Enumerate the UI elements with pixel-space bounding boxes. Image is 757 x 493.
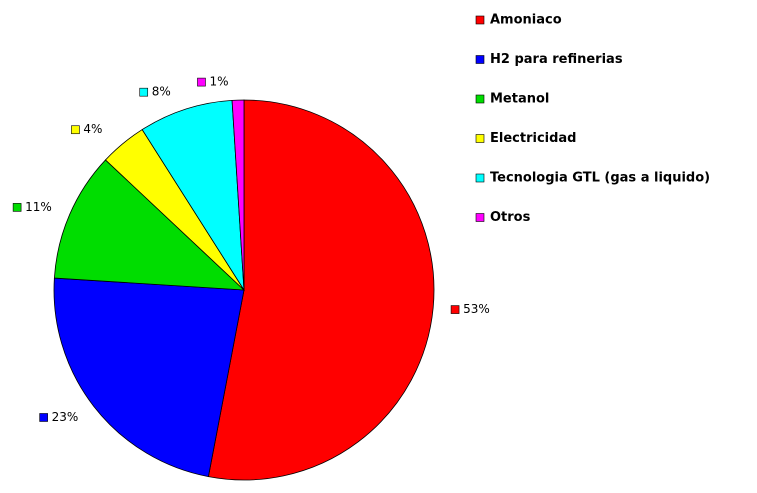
legend-label: Tecnologia GTL (gas a liquido) <box>490 171 710 186</box>
pie-slice <box>207 99 435 481</box>
label-swatch <box>39 413 48 422</box>
legend-label: H2 para refinerias <box>490 52 623 67</box>
legend-swatch <box>475 173 485 183</box>
data-label: 4% <box>83 122 102 136</box>
label-swatch <box>139 87 149 97</box>
data-label: 1% <box>209 75 228 89</box>
label-swatch <box>197 77 206 87</box>
legend-swatch <box>475 55 485 64</box>
label-swatch <box>12 203 22 212</box>
legend-swatch <box>475 134 485 143</box>
pie-slice <box>53 277 245 478</box>
legend-label: Otros <box>490 210 531 225</box>
data-label: 8% <box>152 85 171 99</box>
data-label: 11% <box>25 200 52 214</box>
pie-slice <box>141 99 245 291</box>
legend-swatch <box>475 15 485 25</box>
pie-slice <box>231 99 245 291</box>
legend-swatch <box>475 94 485 104</box>
legend-label: Metanol <box>490 92 549 107</box>
data-label: 53% <box>463 302 490 316</box>
label-swatch <box>71 125 80 135</box>
legend-label: Electricidad <box>490 131 577 146</box>
pie-slice <box>53 159 246 291</box>
data-label: 23% <box>52 410 79 424</box>
legend-label: Amoniaco <box>490 13 562 28</box>
label-swatch <box>450 305 460 314</box>
legend-swatch <box>475 213 485 222</box>
